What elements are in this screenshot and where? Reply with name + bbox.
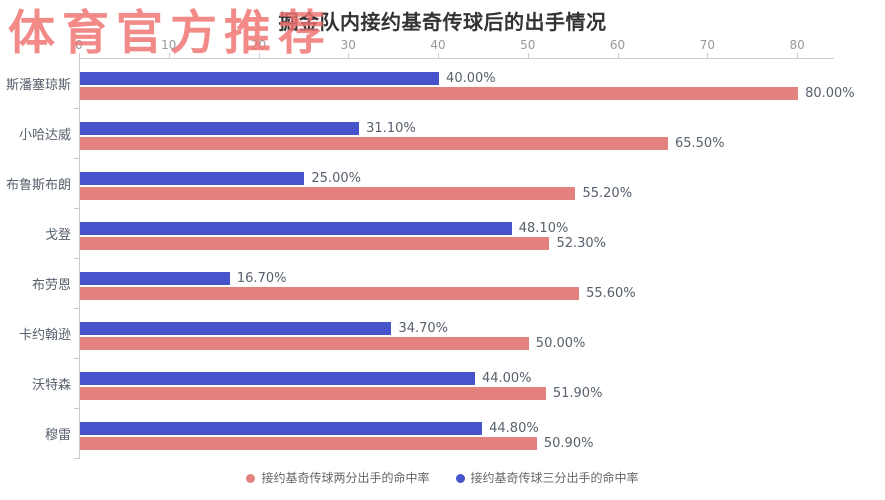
bar-two-point (80, 137, 668, 150)
x-tick-label: 60 (609, 38, 626, 52)
bar-two-point (80, 337, 529, 350)
category-label: 小哈达威 (18, 128, 71, 143)
bar-three-point (80, 172, 305, 185)
x-tick-mark (617, 53, 619, 58)
x-tick-label: 70 (699, 38, 715, 52)
value-label: 34.70% (398, 321, 449, 336)
bar-three-point (80, 72, 440, 85)
category-label: 卡约翰逊 (18, 328, 71, 343)
value-label: 55.60% (586, 286, 636, 301)
bar-two-point (80, 387, 546, 400)
x-tick-mark (79, 53, 80, 58)
category-label: 穆雷 (44, 428, 71, 443)
value-label: 52.30% (556, 236, 607, 251)
bar-three-point (80, 222, 512, 235)
x-tick-mark (168, 53, 170, 58)
value-label: 31.10% (366, 121, 416, 136)
value-label: 50.90% (543, 436, 594, 451)
y-tick-mark (74, 208, 79, 209)
chart-title: 掘金队内接约基奇传球后的出手情况 (278, 10, 607, 34)
x-tick-mark (797, 53, 799, 58)
value-label: 44.00% (481, 371, 532, 386)
value-label: 50.00% (535, 336, 586, 351)
value-label: 40.00% (446, 71, 496, 86)
bar-three-point (80, 272, 230, 285)
value-label: 44.80% (489, 421, 539, 436)
legend: 接约基奇传球两分出手的命中率 接约基奇传球三分出手的命中率 (0, 468, 885, 488)
x-tick-mark (348, 53, 350, 58)
x-tick-mark (707, 53, 709, 58)
x-axis: 0 10 20 30 40 50 60 70 80 (75, 38, 833, 58)
legend-dot-icon (455, 473, 465, 483)
y-tick-mark (74, 308, 79, 309)
y-tick-mark (74, 358, 79, 359)
value-label: 48.10% (518, 221, 569, 236)
x-tick-label: 10 (161, 38, 177, 52)
bar-two-point (80, 237, 550, 250)
x-tick-label: 30 (340, 38, 356, 52)
bar-two-point (80, 87, 799, 100)
category-label: 斯潘塞琼斯 (5, 78, 71, 93)
x-tick-label: 50 (520, 38, 536, 52)
legend-label: 接约基奇传球两分出手的命中率 (261, 471, 430, 485)
category-label: 布鲁斯布朗 (5, 178, 71, 193)
bar-three-point (80, 122, 360, 135)
value-label: 80.00% (805, 86, 855, 101)
legend-item[interactable]: 接约基奇传球三分出手的命中率 (455, 471, 639, 485)
x-tick-label: 40 (430, 38, 446, 52)
x-tick-mark (527, 53, 529, 58)
x-tick-label: 0 (75, 38, 83, 52)
x-tick-label: 20 (250, 38, 267, 52)
y-tick-mark (74, 258, 79, 259)
y-tick-mark (74, 158, 79, 159)
category-label: 布劳恩 (31, 278, 71, 293)
bar-three-point (80, 372, 475, 385)
plot-area: 斯潘塞琼斯 40.00% 80.00% 小哈达威 31.10% 65.50% 布鲁斯布朗 25… (6, 58, 855, 459)
bar-three-point (80, 322, 392, 335)
x-tick-label: 80 (789, 38, 805, 52)
value-label: 51.90% (552, 386, 603, 401)
bar-two-point (80, 437, 537, 450)
y-tick-mark (74, 108, 79, 109)
y-tick-mark (74, 458, 79, 459)
legend-dot-icon (246, 473, 256, 483)
legend-label: 接约基奇传球三分出手的命中率 (470, 471, 639, 485)
legend-item[interactable]: 接约基奇传球两分出手的命中率 (246, 471, 430, 485)
y-tick-mark (74, 408, 79, 409)
x-tick-mark (438, 53, 440, 58)
x-tick-mark (258, 53, 260, 58)
bar-two-point (80, 287, 580, 300)
value-label: 55.20% (582, 186, 633, 201)
bar-three-point (80, 422, 483, 435)
category-label: 戈登 (44, 228, 71, 243)
category-label: 沃特森 (31, 378, 71, 393)
bar-two-point (80, 187, 576, 200)
value-label: 25.00% (311, 171, 361, 186)
value-label: 16.70% (236, 271, 287, 286)
value-label: 65.50% (674, 136, 725, 151)
